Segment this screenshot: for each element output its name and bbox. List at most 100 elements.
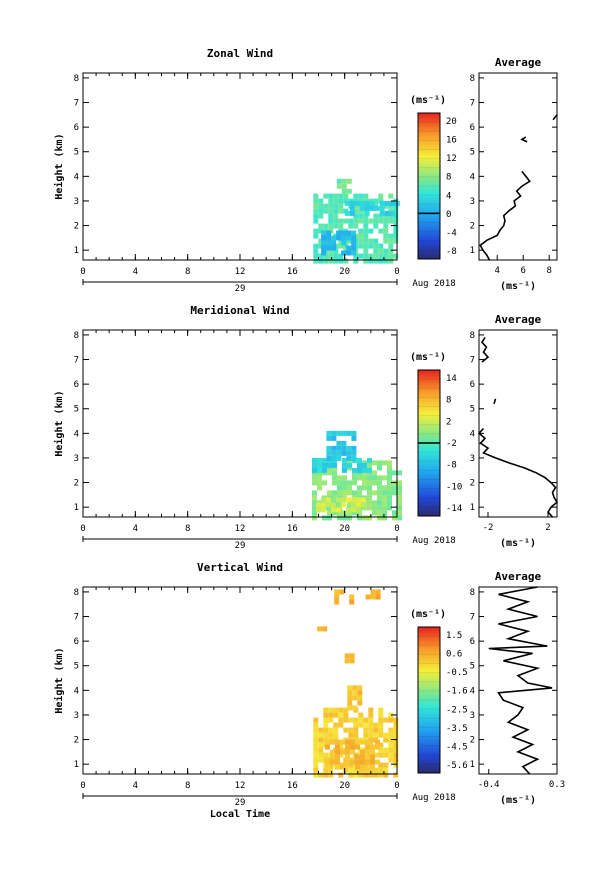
heat-cell: [328, 198, 334, 204]
heat-cell: [317, 626, 323, 632]
heat-cell: [360, 739, 365, 745]
y-tick-label: 3: [74, 454, 79, 464]
heat-cell: [388, 248, 394, 254]
heat-cell: [355, 744, 360, 750]
x-tick-label: 0: [80, 267, 85, 277]
heat-cell: [341, 235, 347, 241]
heat-cell: [318, 238, 324, 244]
heat-cell: [330, 749, 335, 755]
heat-cell: [358, 722, 364, 728]
heat-cell: [338, 707, 344, 713]
heat-cell: [397, 495, 402, 501]
heat-cell: [351, 230, 357, 236]
profile-x-tick-label: -2: [483, 523, 494, 533]
heat-cell: [346, 178, 352, 184]
colorbar-tick-label: -8: [446, 247, 457, 257]
heat-cell: [387, 470, 392, 476]
heat-cell: [332, 470, 337, 476]
heat-cell: [393, 762, 399, 768]
heat-cell: [312, 495, 317, 501]
profile-line: [488, 586, 553, 775]
heat-cell: [339, 589, 345, 595]
heat-cell: [358, 208, 364, 214]
profile-y-tick-label: 2: [470, 479, 475, 489]
heat-cell: [383, 747, 389, 753]
heat-cell: [333, 208, 339, 214]
profile-y-tick-label: 8: [470, 74, 475, 84]
heat-cell: [372, 460, 377, 466]
heat-cell: [312, 490, 317, 496]
heat-cell: [318, 243, 324, 249]
heat-cell: [312, 505, 317, 511]
heat-cell: [327, 515, 332, 521]
heat-cell: [347, 515, 352, 521]
y-tick-label: 2: [74, 479, 79, 489]
heat-cell: [355, 759, 360, 765]
heat-cell: [388, 213, 394, 219]
heat-cell: [364, 200, 370, 206]
heat-cell: [357, 700, 363, 706]
heat-cell: [337, 480, 342, 486]
heat-cell: [351, 430, 357, 436]
heat-cell: [338, 243, 344, 249]
y-tick-label: 3: [74, 711, 79, 721]
colorbar-tick-label: 8: [446, 396, 451, 406]
heat-cell: [328, 203, 334, 209]
heat-cell: [318, 752, 324, 758]
panel-title: Zonal Wind: [207, 47, 273, 60]
heat-cell: [312, 480, 317, 486]
profile-y-tick-label: 1: [470, 246, 475, 256]
heat-cell: [375, 594, 381, 600]
heat-cell: [343, 727, 349, 733]
heat-cell: [334, 589, 340, 595]
x-axis-label: Local Time: [210, 808, 270, 820]
panel-title: Meridional Wind: [190, 304, 289, 317]
heat-cell: [357, 485, 362, 491]
heat-cell: [377, 465, 382, 471]
heat-cell: [346, 450, 352, 456]
heat-cell: [378, 707, 384, 713]
heat-cell: [367, 490, 372, 496]
heat-cell: [352, 685, 358, 691]
heat-cell: [312, 475, 317, 481]
y-tick-label: 5: [74, 662, 79, 672]
heat-cell: [321, 235, 327, 241]
heat-cell: [363, 243, 369, 249]
heat-cell: [349, 658, 355, 664]
heat-cell: [337, 490, 342, 496]
heat-cell: [357, 475, 362, 481]
heat-cell: [341, 450, 347, 456]
heat-cell: [352, 705, 358, 711]
heat-cell: [358, 238, 364, 244]
heat-cell: [397, 490, 402, 496]
heat-cell: [353, 772, 359, 778]
heat-cell: [370, 589, 376, 595]
heat-cell: [357, 515, 362, 521]
heat-cell: [363, 253, 369, 259]
profile-y-tick-label: 1: [470, 503, 475, 513]
heat-cell: [347, 485, 352, 491]
heat-cell: [388, 747, 394, 753]
heat-cell: [387, 460, 392, 466]
profile-y-tick-label: 5: [470, 662, 475, 672]
heat-cell: [393, 223, 399, 229]
heat-cell: [332, 480, 337, 486]
heat-cell: [392, 510, 397, 516]
heat-cell: [362, 515, 367, 521]
heat-cell: [353, 208, 359, 214]
heat-cell: [341, 230, 347, 236]
heat-cell: [355, 754, 360, 760]
heat-cell: [333, 722, 339, 728]
heat-cell: [348, 772, 354, 778]
heat-cell: [326, 435, 332, 441]
heat-cell: [352, 475, 357, 481]
heat-cell: [373, 213, 379, 219]
heat-cell: [388, 233, 394, 239]
heat-cell: [345, 497, 351, 503]
heat-cell: [338, 717, 344, 723]
heat-cell: [313, 747, 319, 753]
heat-cell: [378, 228, 384, 234]
heat-cell: [367, 505, 372, 511]
heat-cell: [352, 490, 357, 496]
